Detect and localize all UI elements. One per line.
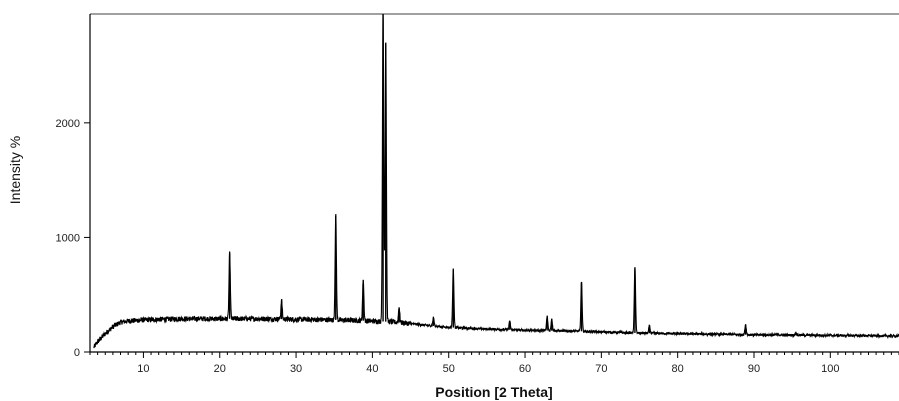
x-tick-label: 80 (672, 363, 684, 375)
peaks-layer (228, 14, 797, 336)
x-tick-label: 20 (214, 363, 226, 375)
y-tick-label: 0 (74, 347, 80, 359)
y-tick-label: 1000 (56, 232, 80, 244)
diffraction-pattern-line (93, 14, 899, 349)
x-tick-label: 50 (443, 363, 455, 375)
x-axis-title: Position [2 Theta] (435, 384, 552, 400)
y-axis-title: Intensity % (7, 136, 23, 204)
x-axis-ticks: 10 20 30 40 50 60 70 80 90 100 (89, 352, 899, 375)
x-tick-label: 30 (290, 363, 302, 375)
x-tick-label: 70 (595, 363, 607, 375)
x-tick-label: 40 (366, 363, 378, 375)
x-tick-label: 100 (821, 363, 839, 375)
x-tick-label: 90 (748, 363, 760, 375)
x-tick-label: 10 (137, 363, 149, 375)
y-tick-label: 2000 (56, 118, 80, 130)
y-axis-ticks: 0 1000 2000 (56, 118, 90, 359)
x-tick-label: 60 (519, 363, 531, 375)
